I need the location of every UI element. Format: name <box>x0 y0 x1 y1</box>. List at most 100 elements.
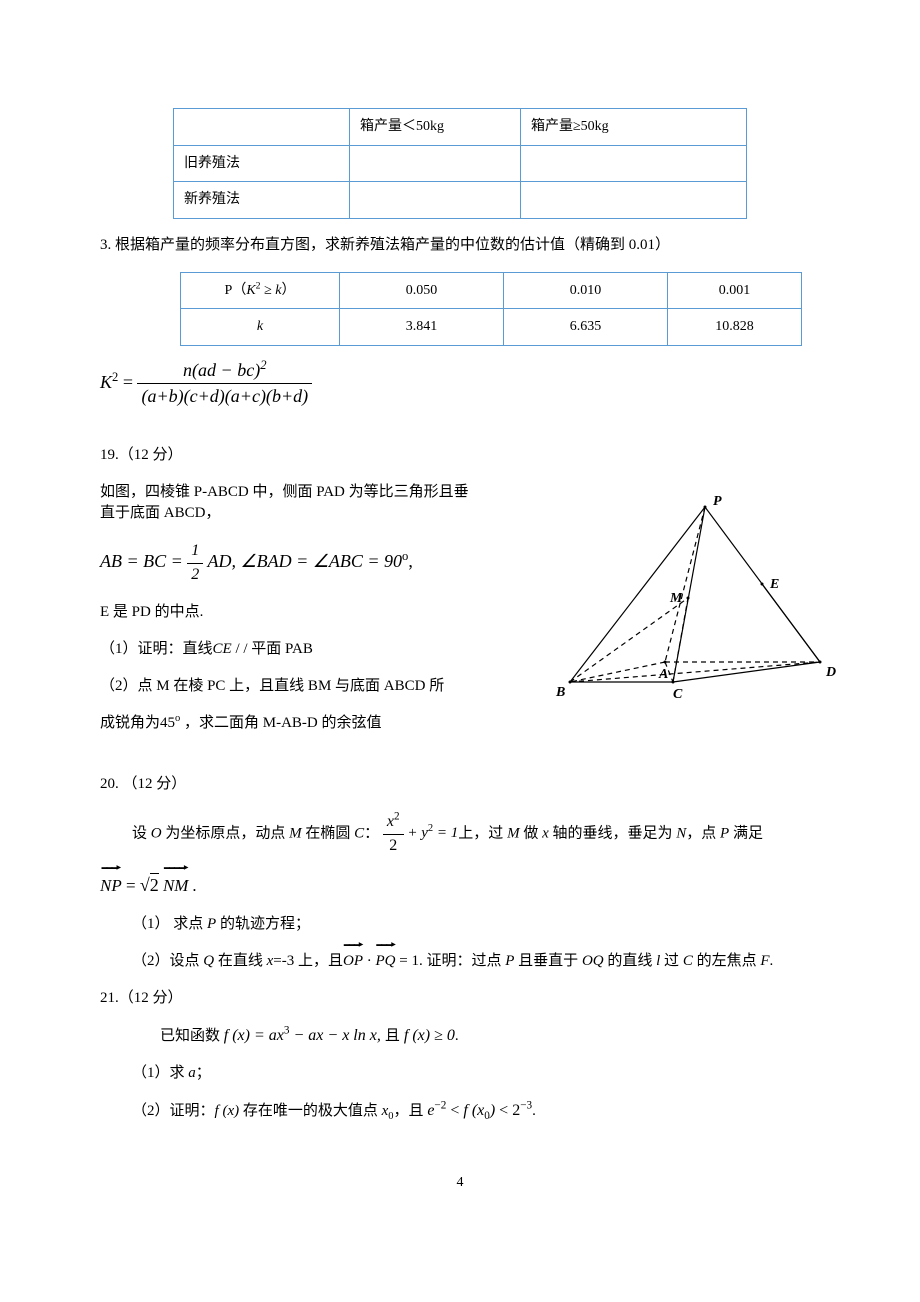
vec-OP: ▬▬▬▶OP <box>343 951 363 972</box>
t2-r1c1: P（K2 ≥ k） <box>181 272 340 309</box>
q20-p2k: . <box>770 953 774 969</box>
vec-NP: ▬▬▬▶NP <box>100 874 122 898</box>
q21-line1: 已知函数 f (x) = ax3 − ax − x ln x, 且 f (x) … <box>160 1025 820 1047</box>
q21-a: a <box>188 1065 196 1081</box>
q20-M: M <box>289 825 302 841</box>
svg-text:E: E <box>769 577 779 592</box>
q21-p2b: f (x) <box>215 1103 240 1119</box>
q20-p1-P: P <box>207 916 216 932</box>
q20-ell-den: 2 <box>383 835 404 857</box>
q20-p2b: 在直线 <box>214 953 267 969</box>
q21-fx0: f (x0) <box>463 1102 495 1119</box>
q19-part2: （2）点 M 在棱 PC 上，且直线 BM 与底面 ABCD 所 <box>100 676 480 697</box>
q21-e-exp: −2 <box>434 1100 446 1112</box>
pyramid-diagram: PBCADEM <box>540 492 840 712</box>
k2-num: n(ad − bc)2 <box>137 358 312 384</box>
t2-r2c4: 10.828 <box>668 309 802 346</box>
q19-p2b-a: 成锐角为 <box>100 715 160 731</box>
q19-body: 如图，四棱锥 P-ABCD 中，侧面 PAD 为等比三角形且垂直于底面 ABCD… <box>100 482 820 734</box>
q21-x0: x0 <box>382 1103 394 1119</box>
q19-p2b-c: ，求二面角 M-AB-D 的余弦值 <box>180 715 381 731</box>
q20-part2: （2）设点 Q 在直线 x=-3 上，且▬▬▬▶OP · ▬▬▬▶PQ = 1.… <box>132 951 820 972</box>
q21-l1a: 已知函数 <box>160 1028 224 1044</box>
svg-text:D: D <box>825 665 836 680</box>
q21-part1: （1）求 a； <box>132 1063 820 1084</box>
q20-p2f: . 证明：过点 <box>419 953 505 969</box>
vec-NM-txt: NM <box>163 876 189 895</box>
q20-p1a: （1） 求点 <box>132 916 207 932</box>
svg-text:M: M <box>669 591 683 606</box>
q19-f-den: 2 <box>187 564 203 586</box>
q19-p1b: CE <box>213 641 232 657</box>
q21-l1b: 且 <box>385 1028 400 1044</box>
q20-l1c: 在椭圆 <box>302 825 355 841</box>
q20-Q: Q <box>203 953 214 969</box>
q20-C: C <box>354 825 364 841</box>
t2-r2c2: 3.841 <box>340 309 504 346</box>
t1-r1: 旧养殖法 <box>174 145 350 182</box>
q19-p2b-b: 45 <box>160 715 175 731</box>
k2-lhs: K <box>100 372 112 392</box>
vec-NM: ▬▬▬▬▶NM <box>163 874 189 898</box>
q20-P: P <box>720 825 729 841</box>
q21-fx2: f (x) ≥ 0 <box>400 1027 455 1044</box>
svg-text:B: B <box>555 685 565 700</box>
q21-part2: （2）证明：f (x) 存在唯一的极大值点 x0，且 e−2 < f (x0) … <box>132 1100 820 1122</box>
t1-h3: 箱产量≥50kg <box>521 109 747 146</box>
q19-f-mid: AD, ∠BAD = ∠ABC = 90 <box>203 551 402 571</box>
q20-p2-C: C <box>683 953 693 969</box>
q20-F: F <box>760 953 769 969</box>
q20-l1d: ： <box>364 825 379 841</box>
q21-p1a: （1）求 <box>132 1065 188 1081</box>
svg-text:P: P <box>713 494 722 509</box>
q21-2-exp: −3 <box>520 1100 532 1112</box>
q21-p1b: ； <box>196 1065 211 1081</box>
q20-OQ: OQ <box>582 953 604 969</box>
chi-square-table: P（K2 ≥ k） 0.050 0.010 0.001 k 3.841 6.63… <box>180 272 802 346</box>
t1-r1c2 <box>350 145 521 182</box>
q19-f-tail: , <box>408 551 413 571</box>
q20-l1f: 做 <box>520 825 543 841</box>
q20-ell-tail: + y2 = 1 <box>404 825 459 841</box>
q20-l1b: 为坐标原点，动点 <box>162 825 290 841</box>
q20-l1g: 轴的垂线，垂足为 <box>549 825 677 841</box>
vec-PQ: ▬▬▬▶PQ <box>376 951 396 972</box>
q21-heading: 21.（12 分） <box>100 988 820 1009</box>
q20-cdot: · <box>363 953 376 969</box>
q21-lt2: < <box>495 1102 512 1119</box>
q21-ineq: e−2 < f (x0) < 2−3 <box>427 1102 532 1119</box>
q19-f-pre: AB = BC = <box>100 551 187 571</box>
q19-line3: E 是 PD 的中点. <box>100 602 480 623</box>
q20-l1e: 上，过 <box>458 825 507 841</box>
q20-p2d: =-3 上，且 <box>273 953 343 969</box>
q20-heading: 20. （12 分） <box>100 774 820 795</box>
vec-OP-txt: OP <box>343 953 363 969</box>
svg-text:A: A <box>658 667 668 682</box>
q19-f-num: 1 <box>187 540 203 563</box>
q19-part2b: 成锐角为45o ，求二面角 M-AB-D 的余弦值 <box>100 713 480 734</box>
t2-r2c3: 6.635 <box>504 309 668 346</box>
q21-fx0-sub: 0 <box>484 1111 490 1123</box>
t2-r1c3: 0.010 <box>504 272 668 309</box>
t1-r2c2 <box>350 182 521 219</box>
q20-p2j: 的左焦点 <box>693 953 761 969</box>
q3-text: 3. 根据箱产量的频率分布直方图，求新养殖法箱产量的中位数的估计值（精确到 0.… <box>100 235 820 256</box>
q21-fx: f (x) = ax3 − ax − x ln x, <box>224 1027 385 1044</box>
t1-r2c3 <box>521 182 747 219</box>
q20-l1h: ，点 <box>686 825 720 841</box>
page-number: 4 <box>100 1173 820 1193</box>
q20-p2i: 过 <box>660 953 683 969</box>
q19-line1: 如图，四棱锥 P-ABCD 中，侧面 PAD 为等比三角形且垂直于底面 ABCD… <box>100 482 480 524</box>
t1-r2: 新养殖法 <box>174 182 350 219</box>
q19-part1: （1）证明：直线CE / / 平面 PAB <box>100 639 480 660</box>
t1-h1 <box>174 109 350 146</box>
q21-2: 2 <box>512 1102 520 1119</box>
q21-p2a: （2）证明： <box>132 1103 215 1119</box>
vec-PQ-txt: PQ <box>376 953 396 969</box>
q20-ell-num: x2 <box>383 811 404 834</box>
q21-p2c: 存在唯一的极大值点 <box>239 1103 382 1119</box>
q20-p2g: 且垂直于 <box>514 953 582 969</box>
q20-O: O <box>151 825 162 841</box>
k2-fraction: n(ad − bc)2 (a+b)(c+d)(a+c)(b+d) <box>137 358 312 409</box>
q20-eq: = <box>122 876 140 895</box>
